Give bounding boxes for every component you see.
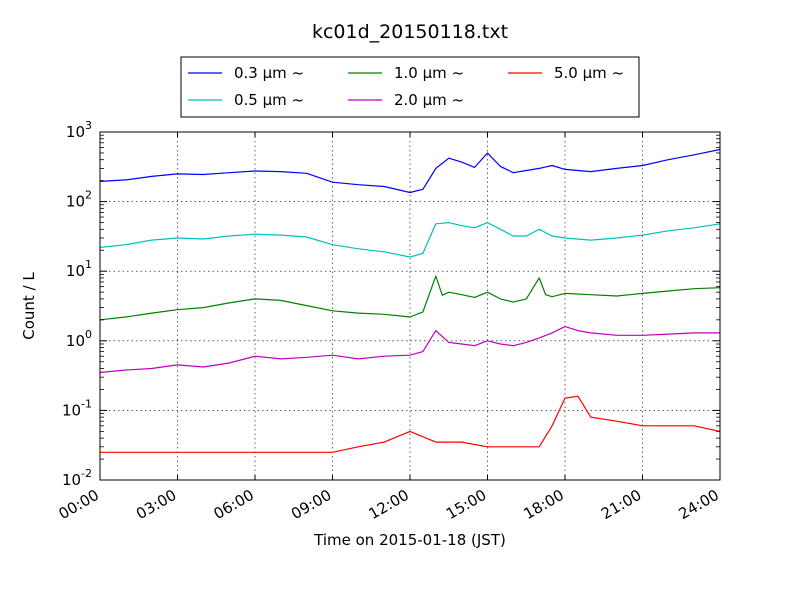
x-tick-label: 00:00 <box>56 486 102 523</box>
series-line-1 <box>99 222 721 258</box>
series-line-3 <box>99 326 720 374</box>
y-tick-label: 10-2 <box>62 467 92 489</box>
plot-frame <box>99 131 721 481</box>
y-tick-label: 10-1 <box>62 397 92 419</box>
x-tick-label: 21:00 <box>598 486 644 523</box>
series-line-2 <box>99 275 721 321</box>
series-group <box>99 148 721 453</box>
x-tick-label: 15:00 <box>443 486 489 523</box>
legend-label: 0.5 μm ~ <box>234 91 304 109</box>
series-line-4 <box>100 395 721 453</box>
series-line-0 <box>99 148 721 194</box>
x-tick-label: 24:00 <box>676 486 722 523</box>
y-tick-label: 102 <box>66 189 92 211</box>
y-tick-label: 103 <box>66 119 92 141</box>
legend-box <box>180 56 640 118</box>
x-axis-label: Time on 2015-01-18 (JST) <box>313 531 506 549</box>
y-tick-label: 101 <box>66 258 92 280</box>
legend-label: 1.0 μm ~ <box>394 64 464 82</box>
y-axis-label: Count / L <box>20 272 38 340</box>
legend-label: 5.0 μm ~ <box>554 64 624 82</box>
legend-label: 2.0 μm ~ <box>394 91 464 109</box>
y-tick-label: 100 <box>66 328 92 350</box>
x-axis: 00:00 03:00 06:00 09:00 12:00 15:00 18:00 21:00… <box>56 132 722 523</box>
legend: 0.3 μm ~ 0.5 μm ~ 1.0 μm ~ 2.0 μm ~ 5.0 μm ~ <box>180 56 640 118</box>
x-tick-label: 18:00 <box>521 486 567 523</box>
grid <box>100 132 720 480</box>
x-tick-label: 03:00 <box>133 486 179 523</box>
x-tick-label: 09:00 <box>288 486 334 523</box>
legend-label: 0.3 μm ~ <box>234 64 304 82</box>
chart-title: kc01d_20150118.txt <box>312 21 508 43</box>
y-axis: 10-2 10-1 100 101 102 103 <box>62 119 720 489</box>
x-tick-label: 06:00 <box>211 486 257 523</box>
x-tick-label: 12:00 <box>366 486 412 523</box>
